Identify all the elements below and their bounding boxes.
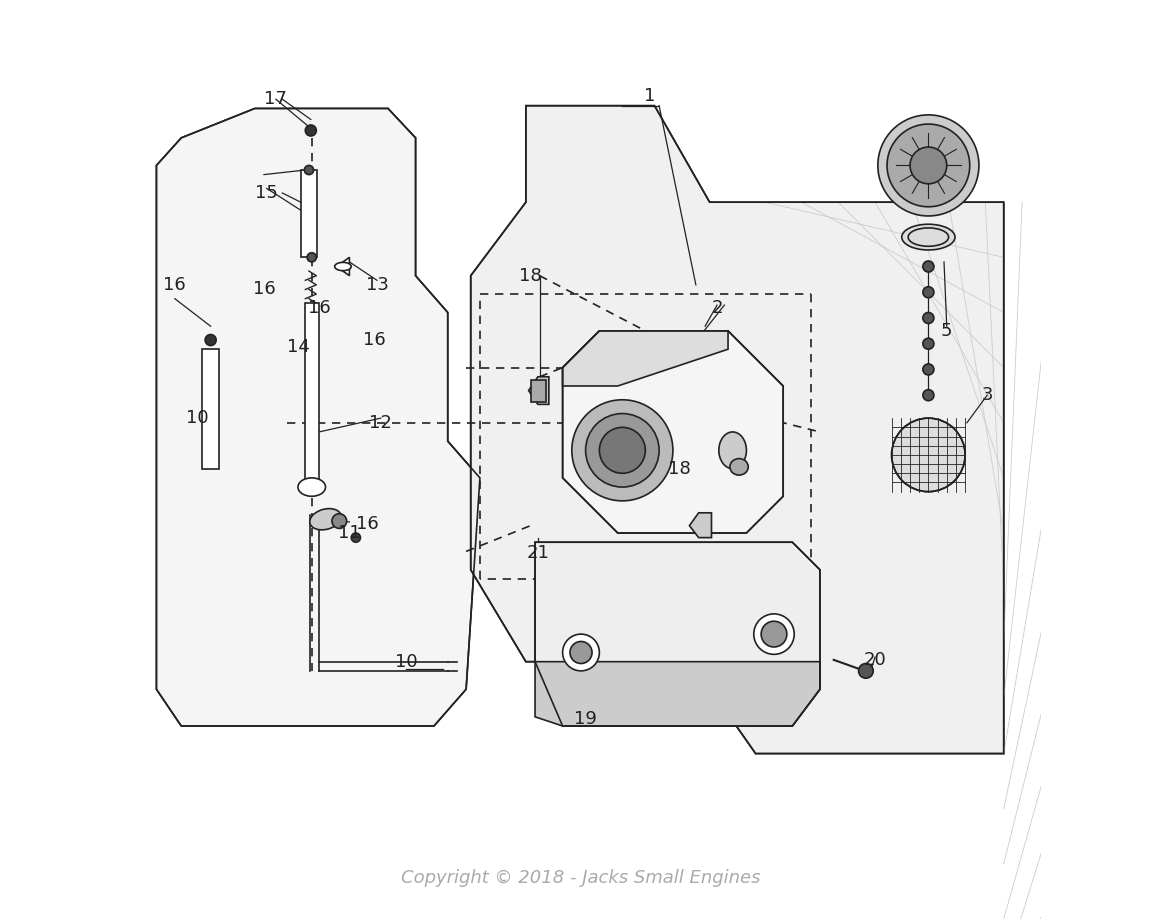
Text: 1: 1 (644, 87, 655, 106)
Circle shape (923, 261, 934, 272)
Circle shape (859, 664, 873, 678)
Text: 3: 3 (982, 386, 994, 404)
Polygon shape (529, 377, 548, 404)
Circle shape (754, 614, 794, 654)
Ellipse shape (310, 508, 342, 530)
Circle shape (206, 335, 216, 346)
Circle shape (562, 634, 600, 671)
Circle shape (600, 427, 645, 473)
Bar (301, 170, 317, 257)
Circle shape (586, 414, 659, 487)
Circle shape (910, 147, 947, 184)
Text: 18: 18 (519, 267, 541, 285)
Text: 10: 10 (186, 409, 208, 427)
Circle shape (571, 641, 591, 664)
Text: 16: 16 (357, 515, 379, 533)
Circle shape (761, 621, 787, 647)
Text: 18: 18 (668, 460, 690, 478)
Polygon shape (157, 108, 480, 726)
Polygon shape (535, 542, 820, 726)
Circle shape (307, 253, 316, 262)
Text: 5: 5 (941, 322, 953, 340)
Circle shape (351, 533, 360, 542)
Text: 2: 2 (711, 299, 723, 317)
Circle shape (572, 400, 673, 501)
Text: 20: 20 (863, 651, 887, 669)
Circle shape (923, 338, 934, 349)
Text: 12: 12 (370, 414, 392, 432)
Polygon shape (562, 331, 783, 533)
Bar (306, 303, 320, 487)
Ellipse shape (335, 263, 351, 271)
Circle shape (306, 125, 316, 136)
Text: 14: 14 (287, 338, 310, 357)
Text: 16: 16 (252, 280, 275, 299)
Ellipse shape (902, 224, 955, 250)
Text: 15: 15 (256, 184, 278, 202)
Circle shape (923, 287, 934, 298)
Text: 17: 17 (265, 90, 287, 108)
Circle shape (304, 165, 314, 175)
Polygon shape (689, 513, 711, 538)
Polygon shape (337, 257, 350, 276)
Circle shape (923, 390, 934, 401)
Ellipse shape (297, 478, 325, 496)
Ellipse shape (730, 459, 748, 475)
Circle shape (891, 418, 966, 492)
Polygon shape (562, 331, 729, 386)
Polygon shape (471, 106, 1004, 754)
Bar (202, 349, 218, 469)
Text: 16: 16 (164, 276, 186, 294)
Text: 21: 21 (526, 544, 550, 562)
Text: 13: 13 (366, 276, 388, 294)
Circle shape (877, 115, 978, 216)
Circle shape (887, 124, 970, 207)
Text: 16: 16 (308, 299, 330, 317)
Ellipse shape (719, 432, 746, 469)
Text: 10: 10 (395, 652, 417, 671)
Circle shape (923, 312, 934, 323)
Text: Copyright © 2018 - Jacks Small Engines: Copyright © 2018 - Jacks Small Engines (401, 868, 761, 887)
Text: 19: 19 (574, 709, 597, 728)
Text: 16: 16 (363, 331, 386, 349)
Bar (531, 380, 546, 402)
Circle shape (923, 364, 934, 375)
Polygon shape (535, 662, 820, 726)
Text: 11: 11 (338, 524, 360, 542)
Circle shape (332, 514, 346, 528)
